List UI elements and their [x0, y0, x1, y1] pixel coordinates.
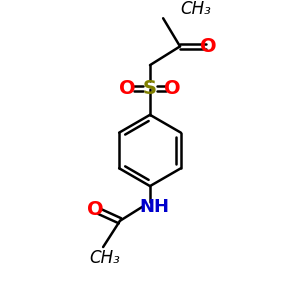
Text: O: O [119, 79, 136, 98]
Text: O: O [164, 79, 181, 98]
Text: CH₃: CH₃ [90, 249, 120, 267]
Text: O: O [200, 37, 216, 56]
Text: CH₃: CH₃ [180, 0, 211, 18]
Text: O: O [87, 200, 104, 219]
Text: S: S [143, 79, 157, 98]
Text: NH: NH [140, 198, 170, 216]
